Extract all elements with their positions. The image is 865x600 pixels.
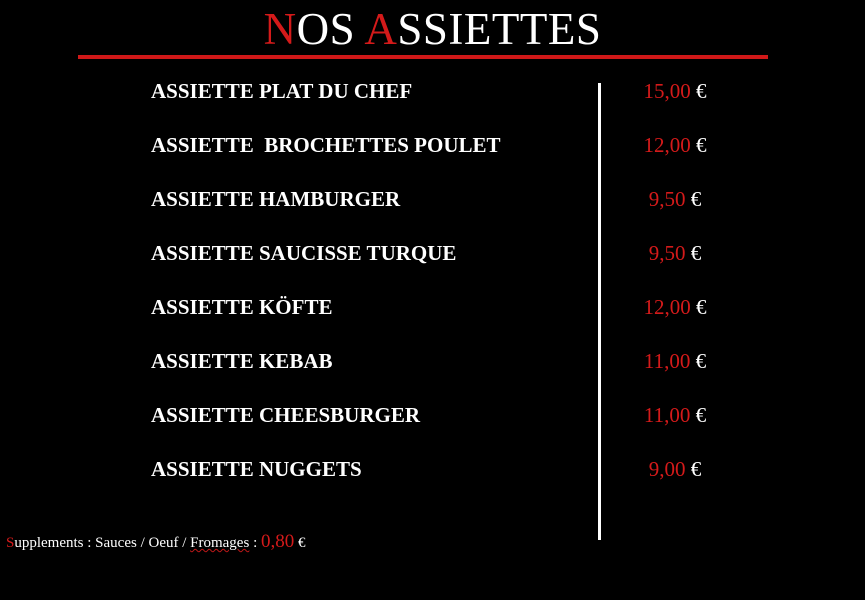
menu-item-price: 11,00 € — [605, 402, 745, 428]
price-value: 9,50 — [648, 241, 686, 265]
title-part: OS — [296, 4, 365, 54]
supplements-sep: : — [249, 535, 261, 551]
menu-item-price: 12,00 € — [605, 132, 745, 158]
supplements-fromages: Fromages — [190, 535, 250, 551]
title-underline — [78, 55, 768, 59]
menu-item-name: ASSIETTE CHEESBURGER — [151, 403, 421, 427]
menu-item-name: ASSIETTE KEBAB — [151, 349, 333, 373]
price-value: 11,00 — [643, 403, 691, 427]
menu-item-price: 9,50 € — [605, 240, 745, 266]
price-value: 11,00 — [643, 349, 691, 373]
currency-symbol: € — [690, 187, 702, 211]
menu-item-price: 15,00 € — [605, 78, 745, 104]
supplements-currency: € — [294, 535, 306, 551]
menu-item-price: 9,50 € — [605, 186, 745, 212]
currency-symbol: € — [696, 79, 707, 103]
currency-symbol: € — [695, 349, 707, 373]
price-value: 12,00 — [643, 133, 691, 157]
currency-symbol: € — [690, 457, 702, 481]
price-value: 9,00 — [648, 457, 686, 481]
supplements-initial: S — [6, 535, 15, 551]
title-initial-n: N — [263, 4, 297, 54]
currency-symbol: € — [696, 295, 707, 319]
menu-item-name: ASSIETTE KÖFTE — [151, 295, 333, 319]
supplements-text: upplements : Sauces / Oeuf / — [14, 535, 191, 551]
menu-item-name: ASSIETTE SAUCISSE TURQUE — [151, 241, 457, 265]
title-part: SSIETTES — [397, 4, 602, 54]
currency-symbol: € — [696, 133, 707, 157]
menu-item-name: ASSIETTE PLAT DU CHEF — [151, 79, 413, 103]
title-initial-a: A — [364, 4, 398, 54]
currency-symbol: € — [695, 403, 707, 427]
column-divider — [598, 83, 601, 540]
menu-item-price: 12,00 € — [605, 294, 745, 320]
supplements-price: 0,80 — [260, 531, 295, 552]
price-value: 15,00 — [643, 79, 691, 103]
menu-item-name: ASSIETTE NUGGETS — [151, 457, 362, 481]
menu-item-name: ASSIETTE BROCHETTES POULET — [151, 133, 501, 157]
menu-item-name: ASSIETTE HAMBURGER — [151, 187, 401, 211]
page-title: NOS ASSIETTES — [0, 4, 865, 54]
menu-item-price: 9,00 € — [605, 456, 745, 482]
currency-symbol: € — [690, 241, 702, 265]
menu-item-price: 11,00 € — [605, 348, 745, 374]
supplements-line: Supplements : Sauces / Oeuf / Fromages :… — [6, 531, 305, 554]
price-value: 9,50 — [648, 187, 686, 211]
price-value: 12,00 — [643, 295, 691, 319]
